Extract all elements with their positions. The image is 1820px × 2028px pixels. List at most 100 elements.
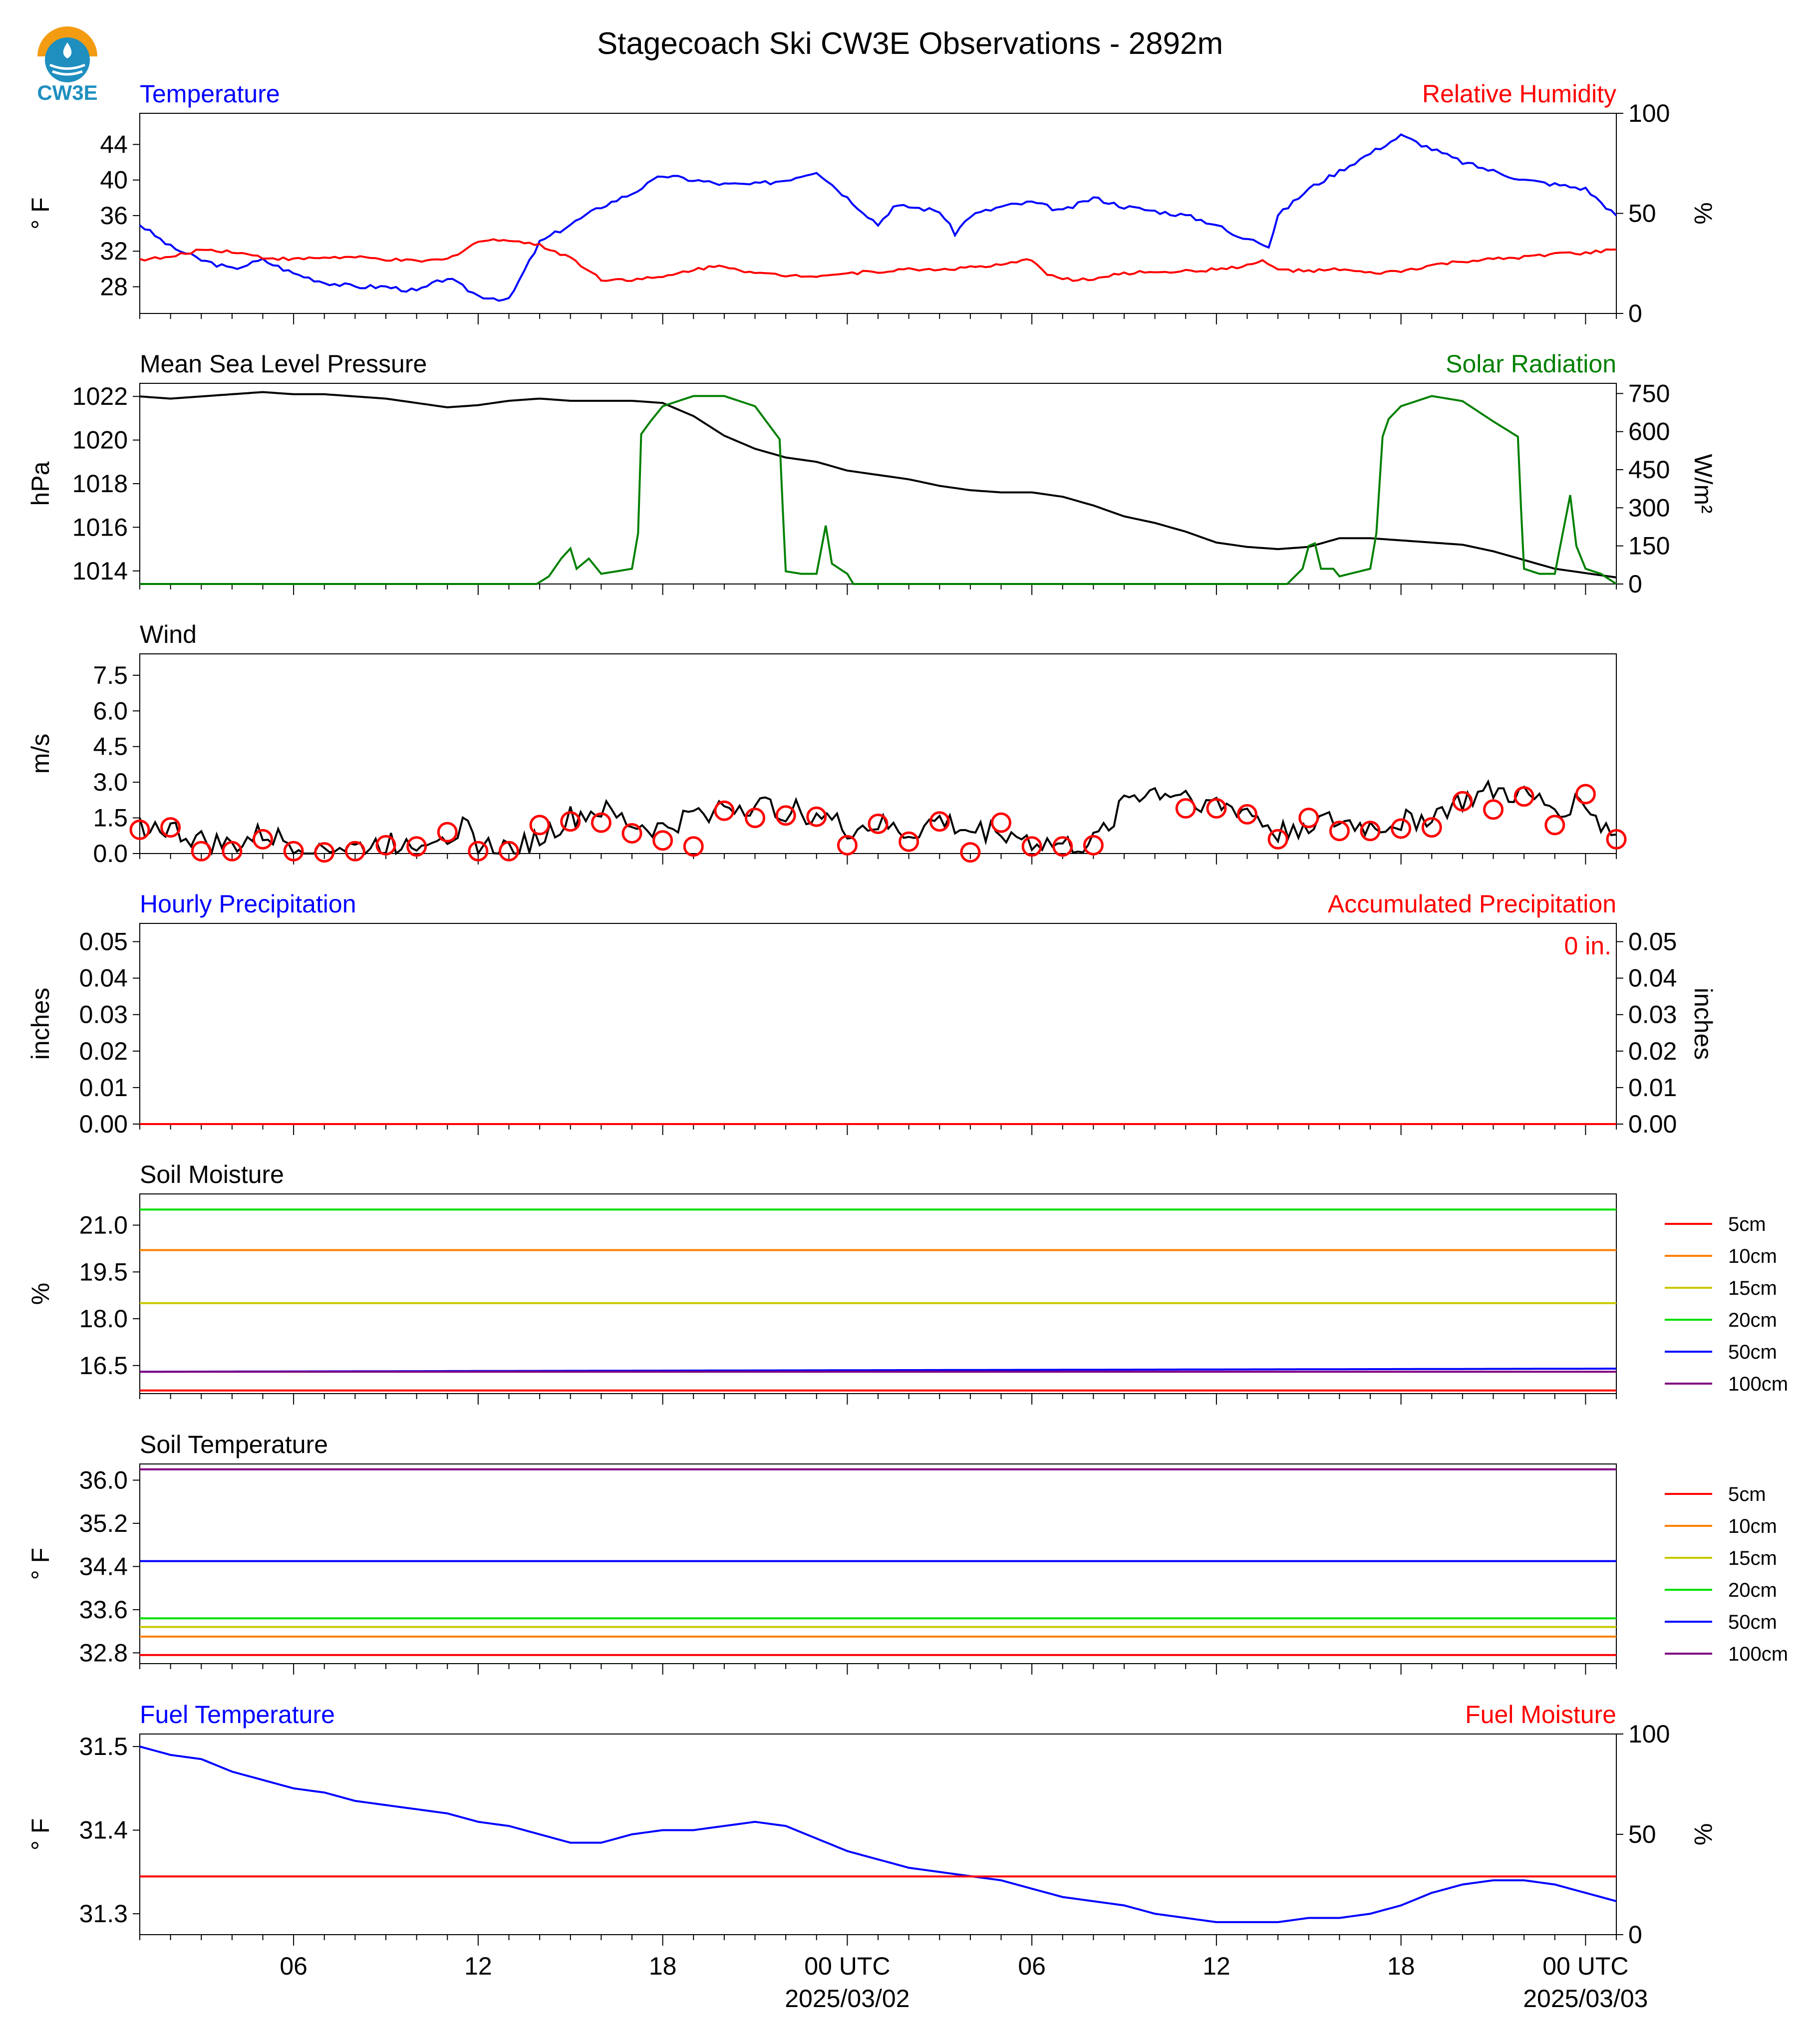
panel-title-left: Mean Sea Level Pressure bbox=[140, 350, 427, 378]
y-tick-label-left: 35.2 bbox=[79, 1509, 128, 1537]
y-tick-label-left: 1018 bbox=[72, 470, 128, 498]
plot-frame bbox=[139, 1193, 1617, 1394]
y-axis-label-left: inches bbox=[26, 988, 54, 1060]
chart-panel-3: Wind 0.0 1.5 3.0 4.5 6.0 7.5 m/s bbox=[26, 620, 1627, 868]
y-axis-label-right: % bbox=[1689, 1823, 1717, 1845]
panel-title-right: Solar Radiation bbox=[1446, 350, 1616, 378]
y-tick-label-right: 100 bbox=[1628, 1720, 1670, 1748]
wind-gust-marker bbox=[991, 812, 1011, 833]
y-tick-label-right: 50 bbox=[1628, 1820, 1656, 1848]
wind-gust-marker bbox=[1267, 829, 1288, 850]
y-tick-label-left: 34.4 bbox=[79, 1552, 128, 1580]
wind-gust-marker bbox=[1237, 804, 1257, 825]
wind-gust-marker bbox=[775, 805, 796, 826]
legend-label: 15cm bbox=[1728, 1277, 1777, 1299]
wind-gust-marker bbox=[529, 815, 550, 836]
y-tick-label-left: 6.0 bbox=[93, 697, 128, 725]
wind-gust-marker bbox=[1544, 815, 1565, 836]
wind-gust-marker bbox=[929, 811, 950, 832]
panel-title-left: Soil Moisture bbox=[140, 1160, 284, 1188]
cw3e-logo: CW3E bbox=[27, 17, 107, 105]
chart-panel-2: Mean Sea Level Pressure Solar Radiation 10… bbox=[26, 350, 1717, 598]
wind-gust-marker bbox=[1421, 817, 1442, 838]
y-axis-label-right: W/m² bbox=[1689, 454, 1717, 513]
wind-gust-marker bbox=[1360, 821, 1381, 842]
x-tick-label: 06 bbox=[280, 1952, 307, 1980]
series-line-1 bbox=[139, 133, 1617, 302]
y-tick-label-left: 31.3 bbox=[79, 1900, 128, 1928]
legend-label: 20cm bbox=[1728, 1579, 1777, 1601]
y-tick-label-right: 750 bbox=[1628, 379, 1670, 407]
y-tick-label-left: 1020 bbox=[72, 426, 128, 454]
panel-title-right: Fuel Moisture bbox=[1465, 1701, 1616, 1729]
wind-gust-marker bbox=[129, 819, 150, 840]
logo-text: CW3E bbox=[37, 81, 97, 104]
y-tick-label-left: 31.4 bbox=[79, 1816, 128, 1844]
y-tick-label-left: 1014 bbox=[72, 557, 128, 585]
panel-title-right: Relative Humidity bbox=[1422, 80, 1616, 108]
x-tick-label: 00 UTC bbox=[804, 1952, 890, 1980]
plot-frame bbox=[139, 113, 1617, 314]
y-tick-label-left: 0.02 bbox=[79, 1037, 128, 1065]
x-date-label: 2025/03/03 bbox=[1523, 1985, 1648, 2013]
y-tick-label-right: 0.04 bbox=[1628, 964, 1677, 992]
wind-gust-marker bbox=[806, 806, 827, 827]
wind-gust-marker bbox=[253, 829, 273, 850]
y-tick-label-left: 44 bbox=[100, 130, 128, 158]
y-tick-label-left: 0.01 bbox=[79, 1074, 128, 1102]
wind-gust-marker bbox=[1175, 798, 1196, 819]
legend-label: 10cm bbox=[1728, 1245, 1777, 1267]
series-line-2 bbox=[139, 238, 1617, 282]
wind-gust-marker bbox=[1575, 784, 1596, 805]
legend-label: 100cm bbox=[1728, 1373, 1788, 1395]
wind-gust-marker bbox=[222, 841, 243, 862]
y-tick-label-left: 16.5 bbox=[79, 1352, 128, 1380]
chart-panel-5: Soil Moisture 16.5 18.0 19.5 21.0% 5cm 10cm 15c… bbox=[26, 1160, 1788, 1405]
series-line-1 bbox=[139, 391, 1617, 579]
panel-title-left: Temperature bbox=[140, 80, 280, 108]
wind-gust-marker bbox=[621, 823, 642, 844]
y-tick-label-left: 32.8 bbox=[79, 1639, 128, 1667]
y-axis-label-left: ° F bbox=[26, 1818, 54, 1850]
legend-label: 5cm bbox=[1728, 1213, 1766, 1235]
y-tick-label-right: 0.01 bbox=[1628, 1074, 1677, 1102]
x-tick-label: 12 bbox=[1203, 1952, 1230, 1980]
plot-frame bbox=[139, 923, 1617, 1125]
wind-gust-marker bbox=[468, 841, 489, 862]
y-tick-label-left: 0.04 bbox=[79, 964, 128, 992]
chart-panel-7: Fuel Temperature Fuel Moisture 31.3 31.4 31.… bbox=[26, 1701, 1717, 2013]
legend-label: 100cm bbox=[1728, 1643, 1788, 1665]
wind-gust-marker bbox=[1391, 818, 1412, 839]
legend-label: 5cm bbox=[1728, 1483, 1766, 1505]
plot-frame bbox=[139, 1463, 1617, 1664]
wind-gust-marker bbox=[1021, 836, 1042, 857]
y-tick-label-left: 36 bbox=[100, 202, 128, 230]
y-tick-label-left: 32 bbox=[100, 237, 128, 265]
wind-gust-marker bbox=[1606, 829, 1627, 850]
y-axis-label-left: ° F bbox=[26, 1548, 54, 1580]
y-tick-label-left: 1016 bbox=[72, 513, 128, 541]
y-tick-label-left: 31.5 bbox=[79, 1733, 128, 1760]
wind-gust-marker bbox=[160, 817, 181, 838]
wind-gust-marker bbox=[960, 842, 981, 863]
x-tick-label: 18 bbox=[649, 1952, 677, 1980]
y-axis-label-right: % bbox=[1689, 202, 1717, 224]
legend-label: 10cm bbox=[1728, 1515, 1777, 1537]
y-tick-label-left: 28 bbox=[100, 273, 128, 301]
wind-gust-marker bbox=[1083, 835, 1104, 856]
y-tick-label-right: 0.00 bbox=[1628, 1110, 1677, 1138]
legend-label: 50cm bbox=[1728, 1341, 1777, 1363]
wind-gust-marker bbox=[1298, 808, 1319, 829]
series-line-1 bbox=[139, 779, 1617, 856]
wind-gust-marker bbox=[560, 811, 581, 832]
y-tick-label-right: 100 bbox=[1628, 99, 1670, 127]
wind-gust-marker bbox=[1514, 786, 1534, 807]
wind-gust-marker bbox=[868, 813, 889, 834]
y-tick-label-right: 0 bbox=[1628, 570, 1642, 598]
legend-label: 20cm bbox=[1728, 1309, 1777, 1331]
y-tick-label-right: 0.03 bbox=[1628, 1001, 1677, 1029]
y-tick-label-right: 0.05 bbox=[1628, 928, 1677, 956]
y-tick-label-left: 0.05 bbox=[79, 928, 128, 956]
panel-title-left: Fuel Temperature bbox=[140, 1701, 335, 1729]
wind-gust-marker bbox=[899, 831, 919, 852]
